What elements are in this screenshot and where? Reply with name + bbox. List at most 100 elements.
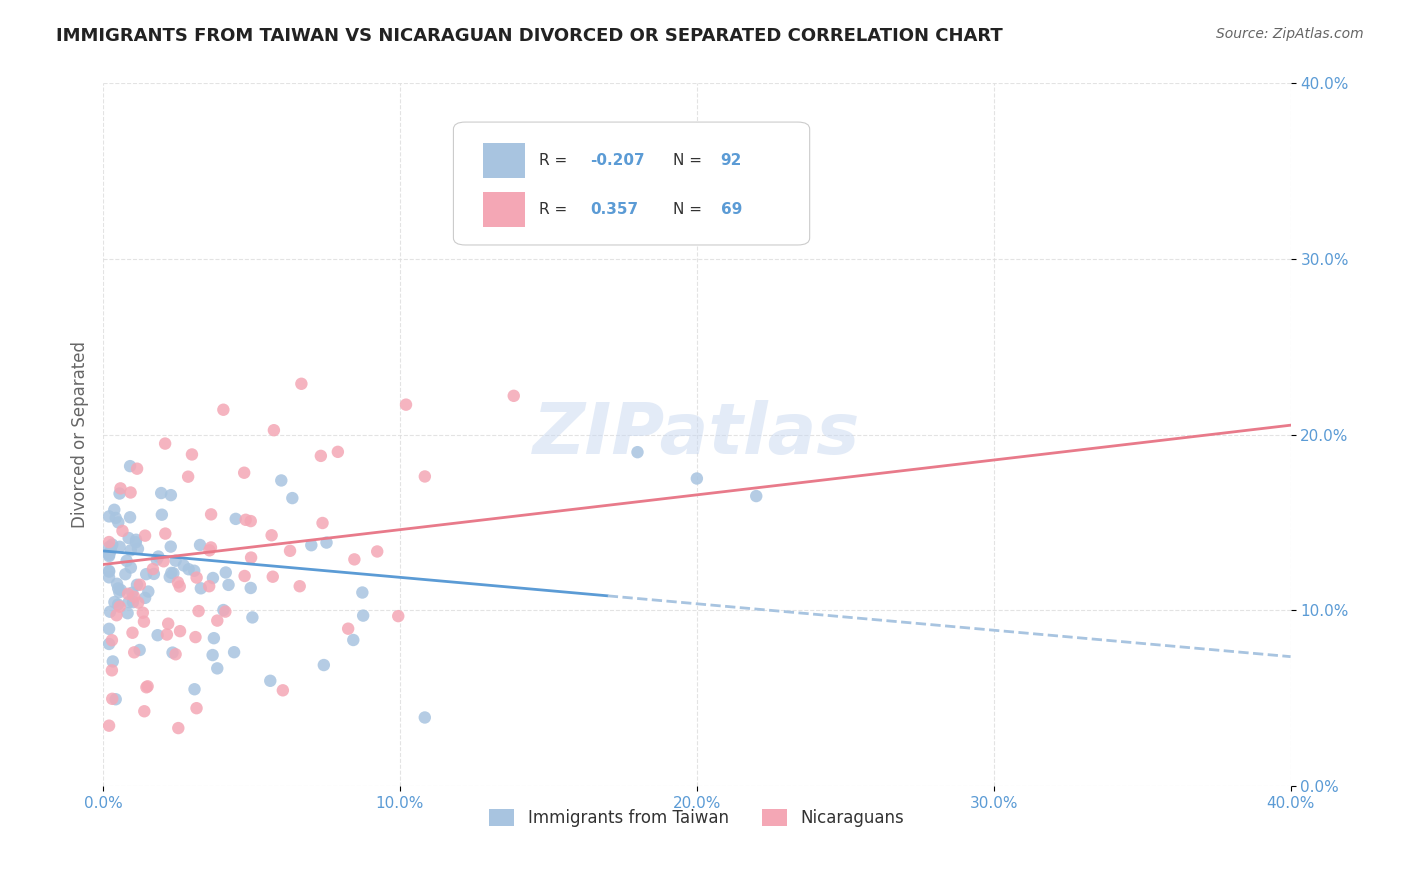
Point [132, 606, 155, 620]
Text: IMMIGRANTS FROM TAIWAN VS NICARAGUAN DIVORCED OR SEPARATED CORRELATION CHART: IMMIGRANTS FROM TAIWAN VS NICARAGUAN DIV… [56, 27, 1002, 45]
Point [98, 605, 121, 619]
Point [122, 590, 145, 604]
Point [156, 627, 179, 641]
Point [111, 524, 134, 538]
Point [184, 630, 207, 644]
Point [183, 564, 205, 578]
Point [110, 583, 132, 598]
Point [200, 508, 222, 522]
Point [177, 469, 200, 483]
Point [120, 459, 142, 474]
Point [98, 535, 121, 549]
Point [115, 554, 138, 568]
Point [117, 587, 139, 601]
Point [160, 488, 183, 502]
Text: N =: N = [673, 153, 707, 169]
Point [686, 471, 709, 485]
Point [118, 595, 141, 609]
Point [107, 598, 129, 612]
Point [262, 570, 284, 584]
Point [118, 510, 141, 524]
Point [326, 445, 349, 459]
Point [157, 616, 180, 631]
Point [98, 548, 121, 562]
Text: Source: ZipAtlas.com: Source: ZipAtlas.com [1216, 27, 1364, 41]
Point [311, 516, 333, 530]
Point [233, 569, 256, 583]
Point [98, 547, 121, 561]
Point [201, 571, 224, 585]
Point [395, 398, 418, 412]
Point [413, 469, 436, 483]
Point [142, 562, 165, 576]
Point [260, 528, 283, 542]
Point [352, 608, 374, 623]
Point [125, 578, 148, 592]
Point [315, 535, 337, 549]
Point [105, 576, 128, 591]
Point [271, 683, 294, 698]
Point [235, 513, 257, 527]
Point [135, 567, 157, 582]
Point [127, 541, 149, 556]
Point [212, 603, 235, 617]
Text: 0.357: 0.357 [591, 202, 638, 218]
Point [626, 445, 648, 459]
Point [101, 691, 124, 706]
Point [134, 528, 156, 542]
Point [122, 595, 145, 609]
Point [270, 474, 292, 488]
Point [207, 614, 229, 628]
FancyBboxPatch shape [453, 122, 810, 245]
Point [125, 533, 148, 547]
Point [104, 511, 127, 525]
Point [114, 567, 136, 582]
Point [202, 631, 225, 645]
Point [132, 615, 155, 629]
Point [165, 554, 187, 568]
Point [98, 719, 121, 733]
Point [198, 543, 221, 558]
Point [242, 610, 264, 624]
Text: ZIPatlas: ZIPatlas [533, 401, 860, 469]
Point [117, 606, 139, 620]
Point [225, 512, 247, 526]
Point [177, 562, 200, 576]
Point [150, 486, 173, 500]
Text: R =: R = [538, 202, 572, 218]
Point [215, 566, 238, 580]
Point [165, 647, 187, 661]
Point [288, 579, 311, 593]
Y-axis label: Divorced or Separated: Divorced or Separated [72, 341, 89, 528]
Point [218, 578, 240, 592]
Point [148, 549, 170, 564]
Point [153, 436, 176, 450]
FancyBboxPatch shape [484, 143, 524, 178]
Point [98, 622, 121, 636]
Point [198, 579, 221, 593]
Point [136, 679, 159, 693]
Point [108, 486, 131, 500]
Point [160, 566, 183, 580]
Point [233, 466, 256, 480]
Point [162, 566, 184, 581]
Point [108, 540, 131, 554]
Point [186, 701, 208, 715]
Point [201, 648, 224, 662]
Point [155, 526, 177, 541]
Point [108, 599, 131, 614]
Point [107, 516, 129, 530]
Point [104, 692, 127, 706]
Point [387, 609, 409, 624]
Point [98, 570, 121, 584]
Point [134, 704, 156, 718]
Point [152, 554, 174, 568]
Point [190, 582, 212, 596]
Point [107, 582, 129, 596]
Point [134, 591, 156, 605]
Point [214, 605, 236, 619]
Point [299, 538, 322, 552]
Point [98, 549, 121, 563]
Text: 92: 92 [721, 153, 742, 169]
Point [125, 461, 148, 475]
